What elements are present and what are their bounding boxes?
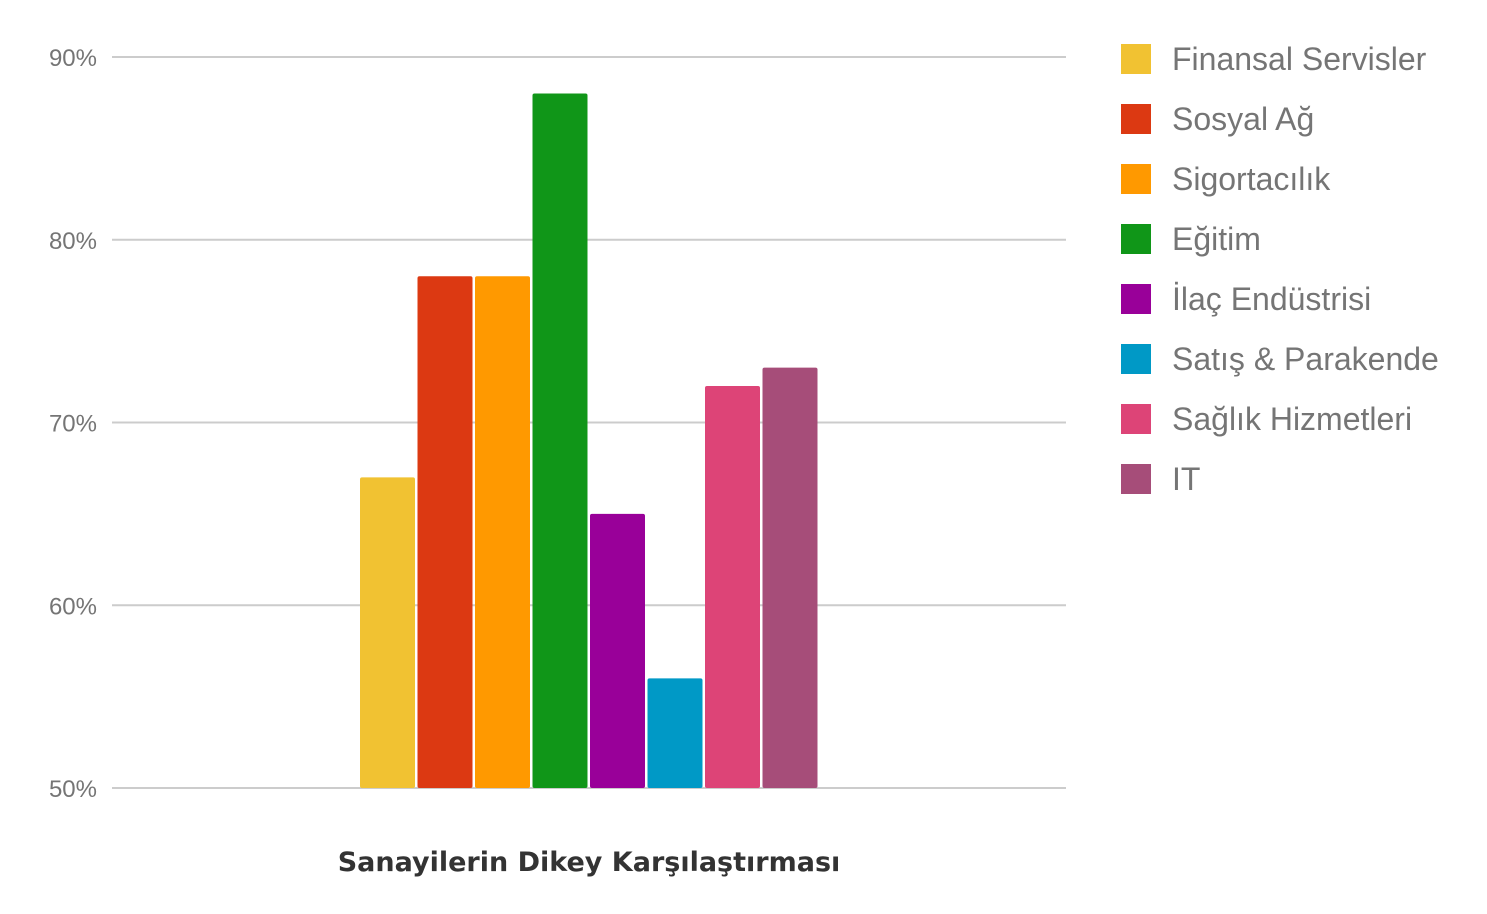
bar-5[interactable]	[590, 513, 645, 788]
bar-2[interactable]	[417, 276, 473, 788]
bar-8[interactable]	[762, 367, 818, 788]
y-axis-ticks: 50% 60% 70% 80% 90%	[49, 45, 97, 803]
legend-swatch	[1121, 44, 1151, 74]
legend-label: İlaç Endüstrisi	[1172, 281, 1371, 317]
legend-label: Finansal Servisler	[1172, 41, 1427, 77]
legend-label: IT	[1172, 461, 1200, 497]
bar-6[interactable]	[647, 678, 703, 788]
y-tick-label: 70%	[49, 411, 97, 438]
legend-label: Sigortacılık	[1172, 161, 1331, 197]
y-tick-label: 60%	[49, 593, 97, 620]
legend-label: Eğitim	[1172, 221, 1261, 257]
gridlines	[112, 56, 1066, 789]
legend-swatch	[1121, 344, 1151, 374]
bar-3[interactable]	[475, 276, 530, 788]
legend-swatch	[1121, 404, 1151, 434]
y-tick-label: 80%	[49, 228, 97, 255]
y-tick-label: 50%	[49, 776, 97, 803]
legend-swatch	[1121, 284, 1151, 314]
legend-swatch	[1121, 164, 1151, 194]
legend: Finansal Servisler Sosyal Ağ Sigortacılık E…	[1121, 41, 1439, 497]
legend-swatch	[1121, 104, 1151, 134]
bars	[360, 93, 818, 789]
legend-label: Sağlık Hizmetleri	[1172, 401, 1412, 437]
x-axis-label: Sanayilerin Dikey Karşılaştırması	[338, 847, 841, 878]
bar-1[interactable]	[360, 477, 415, 788]
legend-swatch	[1121, 464, 1151, 494]
bar-4[interactable]	[532, 93, 588, 789]
legend-label: Sosyal Ağ	[1172, 101, 1314, 137]
bar-7[interactable]	[705, 385, 760, 788]
legend-swatch	[1121, 224, 1151, 254]
y-tick-label: 90%	[49, 45, 97, 72]
legend-label: Satış & Parakende	[1172, 341, 1439, 377]
